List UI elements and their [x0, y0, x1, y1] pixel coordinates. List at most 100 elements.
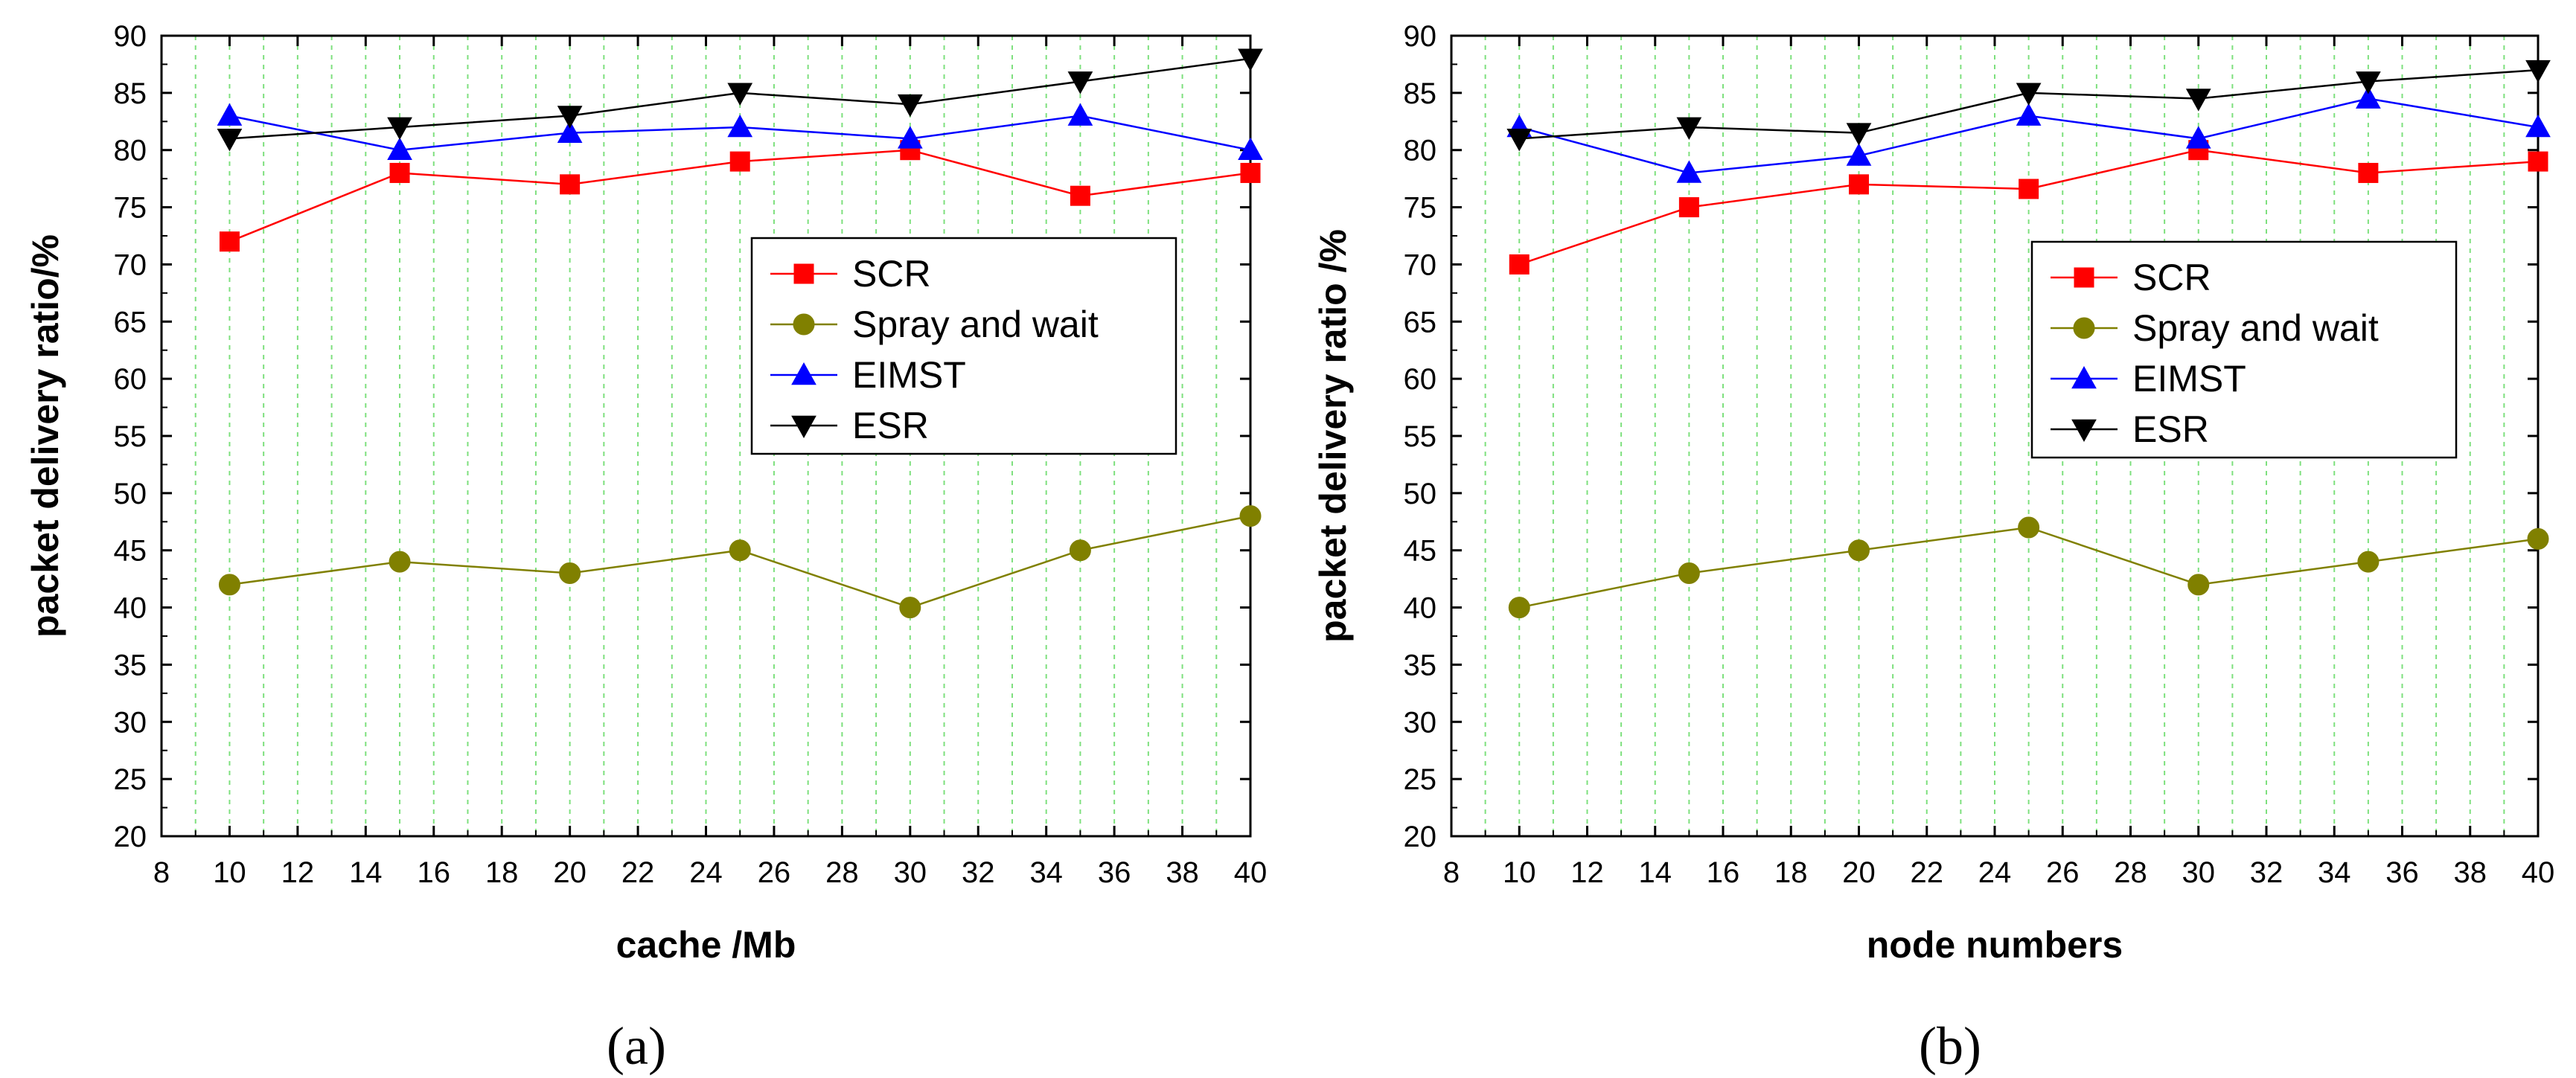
y-tick-label: 30 — [114, 706, 147, 739]
y-tick-label: 40 — [1404, 592, 1437, 625]
legend-label: SCR — [852, 253, 931, 295]
x-tick-label: 32 — [2250, 856, 2283, 889]
x-tick-label: 20 — [553, 856, 587, 889]
data-point — [1676, 160, 1702, 183]
legend-box — [750, 237, 1177, 455]
series-esr — [217, 48, 1263, 152]
data-point — [727, 83, 753, 106]
data-point — [2357, 551, 2380, 573]
figure-caption: (b) — [1919, 1016, 1981, 1076]
data-point — [1676, 117, 1702, 141]
y-tick-label: 60 — [114, 363, 147, 396]
legend-label: ESR — [852, 405, 929, 446]
data-point — [1070, 185, 1090, 206]
x-axis-label: node numbers — [1867, 924, 2123, 966]
data-point — [2019, 179, 2039, 199]
y-tick-label: 55 — [1404, 420, 1437, 453]
legend-label: Spray and wait — [852, 304, 1099, 345]
y-tick-label: 45 — [114, 535, 147, 568]
x-tick-label: 24 — [1978, 856, 2012, 889]
x-tick-label: 26 — [758, 856, 791, 889]
series-spray-and-wait — [1508, 516, 2549, 619]
data-point — [1508, 597, 1530, 619]
x-tick-label: 14 — [349, 856, 383, 889]
data-point — [1238, 137, 1263, 161]
data-point — [1848, 539, 1870, 562]
data-point — [727, 114, 753, 138]
y-tick-label: 40 — [114, 592, 147, 625]
x-tick-label: 10 — [213, 856, 246, 889]
data-point — [1846, 143, 1872, 166]
y-tick-label: 85 — [114, 77, 147, 110]
y-tick-label: 75 — [1404, 192, 1437, 225]
x-tick-label: 22 — [621, 856, 655, 889]
y-tick-label: 90 — [1404, 20, 1437, 53]
x-tick-label: 20 — [1842, 856, 1876, 889]
x-tick-label: 26 — [2046, 856, 2080, 889]
series-scr — [219, 140, 1261, 252]
data-point — [2525, 114, 2551, 138]
legend-label: Spray and wait — [2132, 307, 2379, 349]
data-point — [387, 117, 412, 141]
data-point — [1239, 505, 1262, 527]
data-point — [897, 126, 923, 149]
y-tick-label: 55 — [114, 420, 147, 453]
data-point — [2185, 89, 2211, 112]
data-point — [2527, 527, 2549, 550]
legend-marker — [2071, 419, 2097, 443]
data-point — [2356, 71, 2381, 94]
legend-label: SCR — [2132, 257, 2211, 298]
data-point — [729, 539, 751, 562]
y-tick-label: 65 — [114, 306, 147, 339]
x-tick-label: 12 — [281, 856, 315, 889]
data-point — [2358, 162, 2379, 183]
y-tick-label: 80 — [114, 135, 147, 167]
y-tick-label: 75 — [114, 192, 147, 225]
y-tick-label: 45 — [1404, 535, 1437, 568]
legend-label: EIMST — [852, 354, 966, 396]
data-point — [2185, 126, 2211, 149]
x-tick-label: 40 — [2522, 856, 2555, 889]
x-tick-label: 28 — [825, 856, 859, 889]
x-axis: 8 10 12 14 16 18 20 22 24 26 28 30 32 34 36 38 40 — [1443, 36, 2554, 889]
figure-caption: (a) — [607, 1016, 666, 1076]
y-tick-label: 30 — [1404, 706, 1437, 739]
data-point — [217, 129, 243, 152]
y-tick-label: 20 — [114, 821, 147, 853]
data-point — [897, 94, 923, 118]
y-tick-label: 50 — [1404, 478, 1437, 510]
data-point — [557, 106, 583, 129]
data-point — [899, 597, 921, 619]
x-axis-label: cache /Mb — [616, 924, 796, 966]
data-point — [1240, 162, 1261, 183]
y-tick-label: 50 — [114, 478, 147, 510]
y-tick-label: 25 — [114, 763, 147, 796]
y-tick-label: 80 — [1404, 135, 1437, 167]
data-point — [2016, 83, 2042, 106]
x-tick-label: 30 — [894, 856, 927, 889]
x-tick-label: 34 — [2318, 856, 2351, 889]
legend: SCR Spray and wait EIMST ESR — [750, 237, 1177, 455]
y-tick-label: 70 — [1404, 248, 1437, 281]
data-point — [217, 103, 243, 126]
x-tick-label: 8 — [153, 856, 170, 889]
y-tick-label: 65 — [1404, 306, 1437, 339]
data-point — [1678, 562, 1700, 584]
y-tick-label: 85 — [1404, 77, 1437, 110]
y-tick-label: 35 — [1404, 649, 1437, 681]
x-tick-label: 38 — [1166, 856, 1199, 889]
data-point — [387, 137, 412, 161]
x-tick-label: 38 — [2454, 856, 2487, 889]
x-tick-label: 12 — [1570, 856, 1604, 889]
x-tick-label: 36 — [1098, 856, 1131, 889]
x-tick-label: 22 — [1911, 856, 1944, 889]
chart-panel-a: 8 10 12 14 16 18 20 22 24 26 28 30 32 34 36 38 40 20 25 30 3… — [25, 20, 1267, 1076]
x-tick-label: 14 — [1639, 856, 1672, 889]
legend-marker — [2071, 365, 2097, 389]
x-axis: 8 10 12 14 16 18 20 22 24 26 28 30 32 34 36 38 40 — [153, 36, 1267, 889]
data-point — [1849, 174, 1869, 195]
data-point — [389, 162, 410, 183]
legend-marker — [793, 313, 815, 336]
